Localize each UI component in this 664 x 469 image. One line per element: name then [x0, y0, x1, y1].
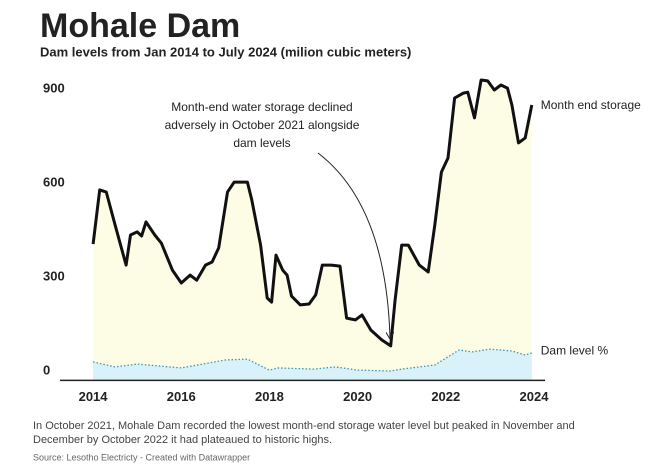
- x-tick-label: 2022: [431, 389, 460, 404]
- plot-area: Month end storage Dam level % 0 300 600 900 20…: [43, 78, 641, 404]
- series-area: [93, 349, 532, 381]
- annotation: adversely in October 2021 alongside: [165, 118, 360, 132]
- footnote: In October 2021, Mohale Dam recorded the…: [33, 420, 575, 432]
- footnote: December by October 2022 it had plateaue…: [33, 434, 332, 446]
- x-tick-label: 2020: [343, 389, 372, 404]
- y-tick-label: 600: [43, 174, 65, 189]
- annotation: Month-end water storage declined: [171, 100, 352, 114]
- annotation: dam levels: [233, 136, 290, 150]
- chart-subtitle: Dam levels from Jan 2014 to July 2024 (m…: [40, 44, 411, 59]
- annotation-arrow: [317, 152, 390, 338]
- source: Source: Lesotho Electricty - Created wit…: [33, 452, 250, 462]
- x-tick-label: 2024: [520, 389, 550, 404]
- series-label: Dam level %: [541, 343, 609, 357]
- x-tick-label: 2016: [167, 389, 196, 404]
- chart-title: Mohale Dam: [40, 7, 240, 45]
- series-label: Month end storage: [541, 98, 641, 112]
- x-tick-label: 2014: [79, 389, 109, 404]
- series-area: [93, 80, 532, 381]
- y-tick-label: 0: [43, 362, 50, 377]
- y-tick-label: 900: [43, 81, 65, 96]
- y-tick-label: 300: [43, 268, 65, 283]
- series-line: [91, 78, 534, 348]
- x-tick-label: 2018: [255, 389, 284, 404]
